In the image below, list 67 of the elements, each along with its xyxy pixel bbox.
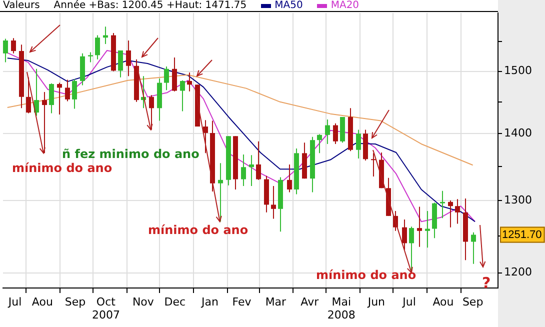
candlestick <box>417 206 422 248</box>
candlestick <box>88 52 93 63</box>
candlestick <box>49 82 54 114</box>
candlestick <box>325 119 330 144</box>
text: 1251.70 <box>502 228 542 241</box>
annotation: ? <box>482 274 491 292</box>
legend-label: MA20 <box>330 0 360 12</box>
candlestick <box>187 72 192 92</box>
x-tick-label: Jan <box>200 295 218 308</box>
annotation: ñ fez minimo do ano <box>62 147 200 161</box>
candlestick <box>180 80 185 112</box>
candlestick <box>356 129 361 159</box>
candlestick <box>455 198 460 224</box>
x-tick-label: Mai 2008 <box>327 295 356 322</box>
candlestick <box>471 232 476 264</box>
candlestick <box>34 68 39 116</box>
x-tick-label: Jul <box>402 295 416 308</box>
candlestick <box>271 186 276 220</box>
annotation: mínimo do ano <box>148 223 248 237</box>
y-tick-label: 1300 <box>504 193 532 206</box>
candlestick <box>26 76 31 114</box>
candlestick <box>42 91 47 154</box>
candlestick <box>409 226 414 274</box>
candlestick <box>57 82 62 115</box>
candlestick <box>65 79 70 102</box>
x-tick-label: Avr <box>300 295 320 308</box>
candlestick <box>72 78 77 110</box>
y-tick-label: 1200 <box>504 266 532 279</box>
x-tick-label: Mar <box>265 295 287 308</box>
candlestick <box>333 122 338 144</box>
legend-title: Valeurs <box>3 0 40 11</box>
candlestick <box>440 190 445 219</box>
x-tick-label: Dec <box>164 295 186 308</box>
candlestick <box>11 38 16 54</box>
candlestick <box>448 200 453 228</box>
candlestick <box>317 134 322 154</box>
candlestick <box>95 34 100 60</box>
x-tick-label: Jun <box>366 295 386 308</box>
x-tick-label: Oct 2007 <box>92 295 120 322</box>
candlestick <box>149 94 154 130</box>
candlestick <box>287 164 292 193</box>
candlestick <box>218 162 223 222</box>
chart-subtitle: Année +Bas: 1200.45 +Haut: 1471.75 <box>54 0 247 11</box>
x-tick-label: Sep <box>64 295 86 308</box>
candlestick <box>249 154 254 187</box>
legend-label: MA50 <box>274 0 303 12</box>
x-tick-label: Fev <box>232 295 252 308</box>
candlestick <box>402 218 407 250</box>
candlestick <box>118 50 123 78</box>
annotation: mínimo do ano <box>12 161 112 175</box>
x-tick-label: Jul <box>7 295 22 308</box>
x-tick-label: Aou <box>432 295 454 308</box>
x-tick-label: Sep <box>462 295 484 308</box>
y-tick-label: 1400 <box>504 126 532 140</box>
candlestick <box>425 210 430 248</box>
candlestick <box>371 152 376 178</box>
candlestick <box>203 120 208 154</box>
x-tick-label: Aou <box>32 295 53 308</box>
candlestick <box>164 66 169 91</box>
annotation: mínimo do ano <box>316 268 416 282</box>
candlestick <box>256 140 261 180</box>
candlestick <box>126 40 131 77</box>
candlestick <box>172 57 177 92</box>
candlestick <box>241 154 246 187</box>
candlestick <box>3 38 8 63</box>
x-tick-label: Nov <box>132 295 154 308</box>
y-tick-label: 1500 <box>504 64 532 78</box>
